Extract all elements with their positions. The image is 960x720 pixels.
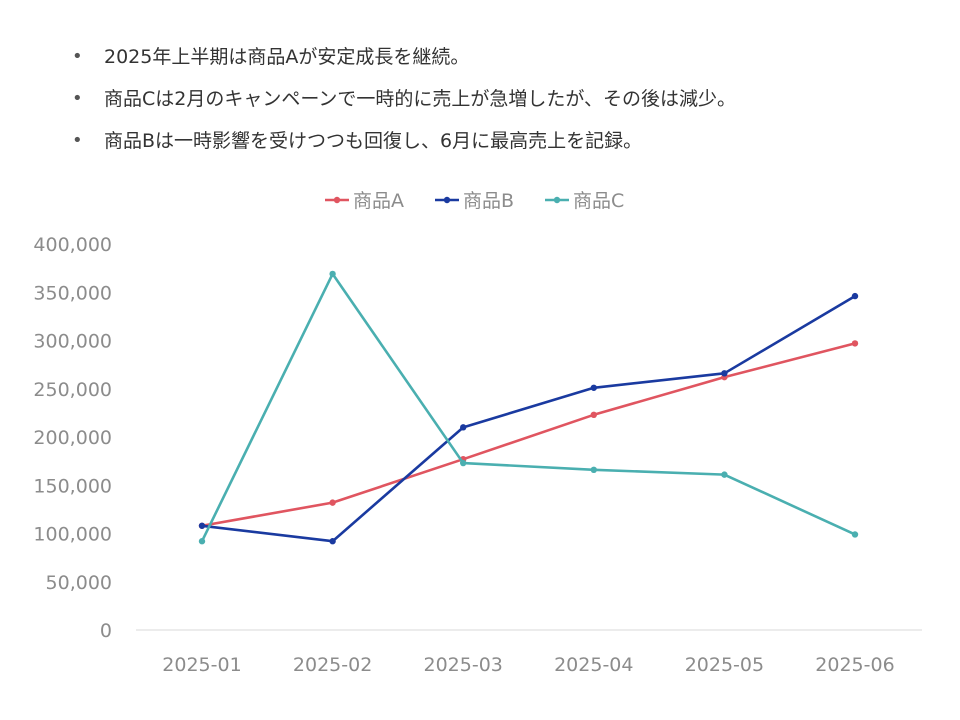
x-tick-label: 2025-01 (162, 654, 241, 676)
data-point (851, 292, 859, 300)
x-tick-label: 2025-06 (815, 654, 894, 676)
y-tick-label: 50,000 (46, 572, 112, 594)
x-axis: 2025-01 2025-02 2025-03 2025-04 2025-05 2025-… (136, 629, 922, 676)
legend-label: 商品A (353, 190, 404, 212)
y-tick-label: 200,000 (33, 427, 112, 449)
x-tick-label: 2025-03 (424, 654, 503, 676)
data-point (590, 466, 597, 474)
legend-swatch-dot (333, 196, 341, 204)
legend-label: 商品B (463, 190, 514, 212)
y-axis: 0 50,000 100,000 150,000 200,000 250,000 300,0… (33, 234, 112, 642)
data-point (590, 411, 597, 419)
data-point (329, 499, 336, 506)
legend-swatch-dot (443, 196, 451, 204)
bullet-text: 商品Bは一時影響を受けつつも回復し、6月に最高売上を記録。 (104, 130, 643, 152)
data-point (721, 370, 728, 377)
legend-label: 商品C (573, 190, 624, 212)
bullet-list: • 2025年上半期は商品Aが安定成長を継続。 • 商品Cは2月のキャンペーンで一時… (72, 36, 736, 162)
y-tick-label: 300,000 (33, 331, 112, 353)
data-point (460, 424, 467, 431)
data-point (851, 531, 859, 538)
chart-legend: 商品A 商品B 商品C (325, 190, 624, 212)
bullet-item: • 2025年上半期は商品Aが安定成長を継続。 (72, 36, 736, 78)
series-line (200, 294, 857, 543)
data-point (460, 459, 467, 467)
y-tick-label: 0 (100, 620, 112, 642)
y-tick-label: 250,000 (33, 379, 112, 401)
x-tick-label: 2025-04 (554, 654, 633, 676)
x-tick-label: 2025-05 (685, 654, 764, 676)
y-tick-label: 400,000 (33, 234, 112, 256)
data-point (851, 340, 859, 347)
bullet-text: 2025年上半期は商品Aが安定成長を継続。 (104, 46, 470, 68)
data-point (329, 270, 336, 278)
data-point (198, 538, 206, 545)
y-tick-label: 150,000 (33, 475, 112, 497)
bullet-item: • 商品Cは2月のキャンペーンで一時的に売上が急増したが、その後は減少。 (72, 78, 736, 120)
data-point (198, 522, 206, 529)
bullet-dot: • (72, 88, 83, 109)
legend-swatch-dot (553, 196, 561, 204)
plot-area (198, 270, 859, 545)
bullet-dot: • (72, 46, 83, 67)
y-tick-label: 100,000 (33, 524, 112, 546)
series-line (200, 272, 857, 543)
series-line (200, 342, 857, 528)
bullet-text: 商品Cは2月のキャンペーンで一時的に売上が急増したが、その後は減少。 (104, 88, 737, 110)
data-point (329, 538, 336, 545)
y-tick-label: 350,000 (33, 282, 112, 304)
data-point (590, 384, 597, 391)
bullet-item: • 商品Bは一時影響を受けつつも回復し、6月に最高売上を記録。 (72, 120, 736, 162)
bullet-dot: • (72, 130, 83, 151)
data-point (721, 471, 728, 478)
x-tick-label: 2025-02 (293, 654, 372, 676)
